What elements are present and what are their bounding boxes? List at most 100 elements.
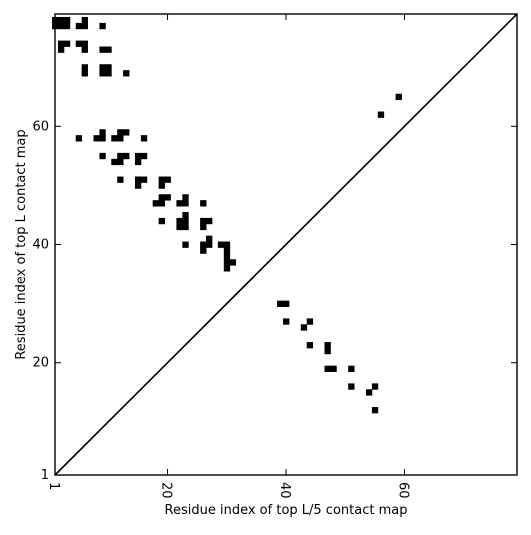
contact-cell-top-l: [158, 217, 165, 225]
contact-cell-top-l: [176, 223, 183, 231]
contact-cell-top-l: [99, 70, 106, 77]
contact-cell-top-l: [117, 129, 124, 136]
contact-cell-top-l5: [377, 111, 385, 118]
contact-cell-top-l: [99, 129, 106, 136]
contact-cell-top-l: [158, 200, 165, 207]
contact-cell-top-l: [217, 241, 225, 248]
contact-cell-top-l: [105, 64, 112, 71]
contact-cell-top-l: [182, 241, 189, 248]
contact-cell-top-l: [134, 152, 142, 160]
contact-cell-top-l5: [365, 389, 373, 396]
contact-cell-top-l: [57, 22, 65, 30]
contact-cell-top-l: [75, 22, 83, 30]
contact-cell-top-l: [57, 46, 65, 53]
contact-cell-top-l: [81, 22, 88, 30]
contact-cell-top-l: [206, 235, 213, 242]
contact-cell-top-l: [134, 182, 142, 189]
contact-cell-top-l: [117, 176, 124, 183]
contact-cell-top-l: [182, 211, 189, 219]
contact-cell-top-l: [182, 217, 189, 225]
contact-cell-top-l: [105, 70, 112, 77]
contact-cell-top-l: [99, 152, 106, 160]
contact-cell-top-l: [81, 46, 88, 53]
diagonal-line: [54, 13, 518, 476]
contact-cell-top-l5: [395, 93, 402, 101]
y-tick-label: 40: [32, 238, 49, 253]
contact-cell-top-l: [81, 64, 88, 71]
contact-cell-top-l: [105, 46, 112, 53]
y-tick-label: 60: [32, 119, 49, 134]
contact-cell-top-l: [164, 194, 171, 201]
contact-cell-top-l5: [324, 365, 331, 372]
contact-cell-top-l: [63, 16, 71, 24]
contact-cell-top-l: [57, 40, 65, 47]
contact-cell-top-l: [81, 40, 88, 47]
contact-cell-top-l: [123, 70, 130, 77]
contact-cell-top-l: [99, 46, 106, 53]
contact-cell-top-l: [223, 253, 231, 260]
contact-cell-top-l5: [306, 318, 314, 325]
contact-cell-top-l: [140, 176, 148, 183]
contact-cell-top-l5: [371, 407, 379, 414]
contact-cell-top-l: [117, 158, 124, 166]
contact-cell-top-l: [99, 64, 106, 71]
contact-cell-top-l: [111, 158, 118, 166]
y-tick-label: 1: [41, 468, 49, 483]
contact-cell-top-l5: [283, 300, 290, 307]
contact-cell-top-l: [182, 200, 189, 207]
contact-cell-top-l: [200, 217, 207, 225]
contact-cell-top-l: [75, 40, 83, 47]
contact-cell-top-l: [200, 223, 207, 231]
contact-cell-top-l: [223, 259, 231, 266]
contact-cell-top-l: [158, 176, 165, 183]
contact-cell-top-l: [223, 247, 231, 254]
contact-cell-top-l: [164, 176, 171, 183]
contact-cell-top-l: [140, 152, 148, 160]
contact-cell-top-l: [223, 265, 231, 272]
contact-cell-top-l: [111, 135, 118, 142]
contact-cell-top-l: [93, 135, 100, 142]
contact-cell-top-l: [152, 200, 160, 207]
contact-cell-top-l5: [300, 324, 308, 331]
contact-cell-top-l5: [283, 318, 290, 325]
contact-cell-top-l: [176, 217, 183, 225]
contact-cell-top-l: [206, 241, 213, 248]
y-axis-label: Residue index of top L contact map: [14, 129, 29, 359]
contact-cell-top-l: [182, 194, 189, 201]
contact-cell-top-l: [229, 259, 237, 266]
contact-cell-top-l: [57, 16, 65, 24]
contact-cell-top-l: [99, 22, 106, 30]
contact-cell-top-l: [200, 247, 207, 254]
contact-cell-top-l: [123, 152, 130, 160]
contact-cell-top-l: [134, 176, 142, 183]
x-tick-label: 20: [159, 482, 174, 499]
contact-cell-top-l: [117, 135, 124, 142]
contact-cell-top-l: [123, 129, 130, 136]
x-axis-label: Residue index of top L/5 contact map: [165, 503, 408, 518]
contact-cell-top-l: [200, 241, 207, 248]
contact-cell-top-l: [99, 135, 106, 142]
contact-cell-top-l5: [324, 342, 331, 349]
contact-cell-top-l5: [306, 342, 314, 349]
contact-cell-top-l5: [348, 383, 355, 390]
contact-cell-top-l5: [348, 365, 355, 372]
contact-cell-top-l: [176, 200, 183, 207]
contact-cell-top-l: [158, 194, 165, 201]
x-tick-label: 40: [277, 482, 292, 499]
y-tick-label: 20: [32, 356, 49, 371]
contact-cell-top-l5: [330, 365, 337, 372]
contact-cell-top-l: [158, 182, 165, 189]
contact-cell-top-l5: [277, 300, 284, 307]
contact-cell-top-l: [81, 16, 88, 24]
x-tick-label: 60: [395, 482, 410, 499]
contact-cell-top-l: [182, 223, 189, 231]
contact-cell-top-l: [63, 22, 71, 30]
x-tick-label: 1: [46, 482, 61, 490]
contact-cell-top-l: [206, 217, 213, 225]
contact-cell-top-l: [81, 70, 88, 77]
contact-cell-top-l: [140, 135, 148, 142]
contact-cell-top-l: [75, 135, 83, 142]
contact-cell-top-l: [134, 158, 142, 166]
